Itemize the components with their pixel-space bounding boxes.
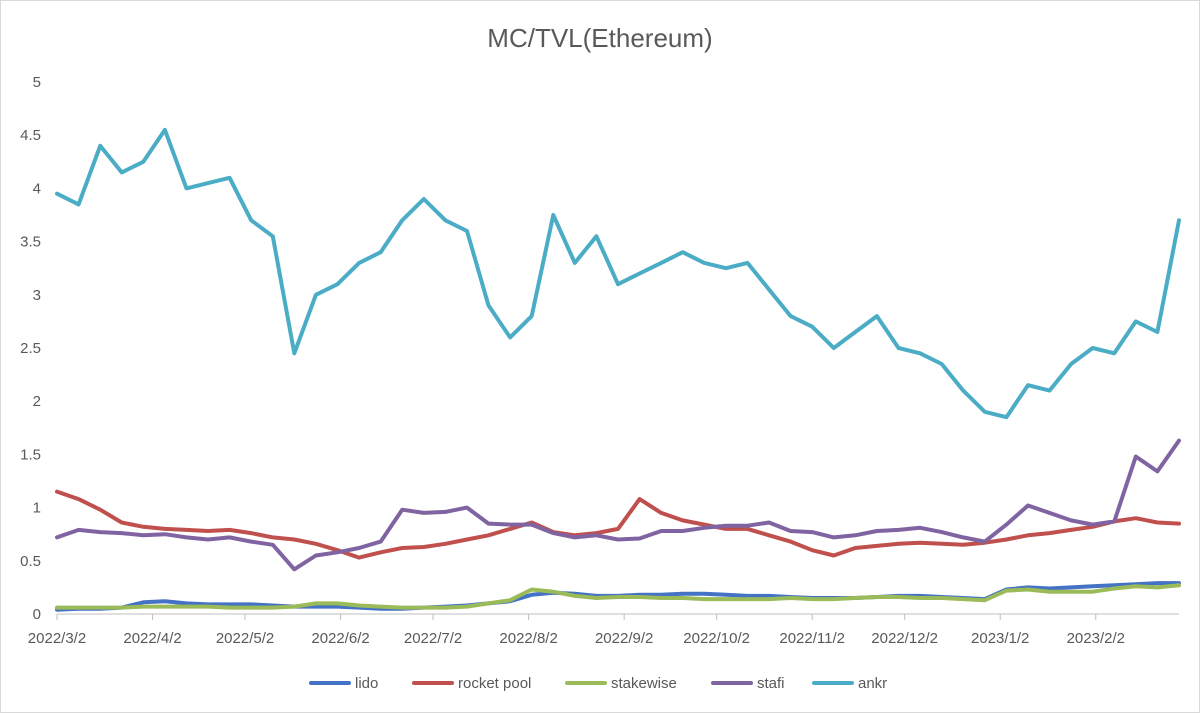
y-tick-label: 2.5	[20, 340, 41, 357]
x-tick-label: 2022/6/2	[311, 630, 369, 647]
legend-label: lido	[355, 675, 378, 692]
x-tick-label: 2022/9/2	[595, 630, 653, 647]
y-tick-label: 0.5	[20, 553, 41, 570]
y-tick-label: 0	[33, 606, 41, 623]
y-tick-label: 3.5	[20, 234, 41, 251]
series-line-stakewise	[55, 583, 1181, 610]
x-tick-label: 2023/2/2	[1067, 630, 1125, 647]
x-tick-label: 2023/1/2	[971, 630, 1029, 647]
legend-label: stafi	[757, 675, 785, 692]
chart-title: MC/TVL(Ethereum)	[487, 23, 713, 53]
series-line-ankr	[55, 127, 1181, 420]
y-tick-label: 2	[33, 393, 41, 410]
y-tick-label: 3	[33, 287, 41, 304]
x-tick-label: 2022/10/2	[683, 630, 750, 647]
x-tick-label: 2022/4/2	[123, 630, 181, 647]
x-tick-label: 2022/11/2	[779, 630, 845, 647]
x-tick-label: 2022/8/2	[499, 630, 557, 647]
plot-lines	[55, 127, 1181, 612]
y-tick-label: 5	[33, 74, 41, 91]
y-tick-label: 1	[33, 500, 41, 517]
y-tick-label: 4	[33, 180, 41, 197]
x-tick-label: 2022/12/2	[871, 630, 938, 647]
x-tick-label: 2022/3/2	[28, 630, 86, 647]
series-line-rocket-pool	[55, 489, 1181, 560]
legend-label: ankr	[858, 675, 887, 692]
legend-label: rocket pool	[458, 675, 531, 692]
series-line-stafi	[55, 438, 1181, 572]
y-axis: 0 0.5 1 1.5 2 2.5 3 3.5 4 4.5 5	[20, 74, 41, 623]
x-tick-label: 2022/7/2	[404, 630, 462, 647]
legend-label: stakewise	[611, 675, 677, 692]
x-axis: 2022/3/2 2022/4/2 2022/5/2 2022/6/2 2022/7/2…	[28, 613, 1179, 647]
y-tick-label: 4.5	[20, 127, 41, 144]
x-tick-label: 2022/5/2	[216, 630, 274, 647]
y-tick-label: 1.5	[20, 446, 41, 463]
legend: lido rocket pool stakewise stafi ankr	[309, 675, 887, 692]
